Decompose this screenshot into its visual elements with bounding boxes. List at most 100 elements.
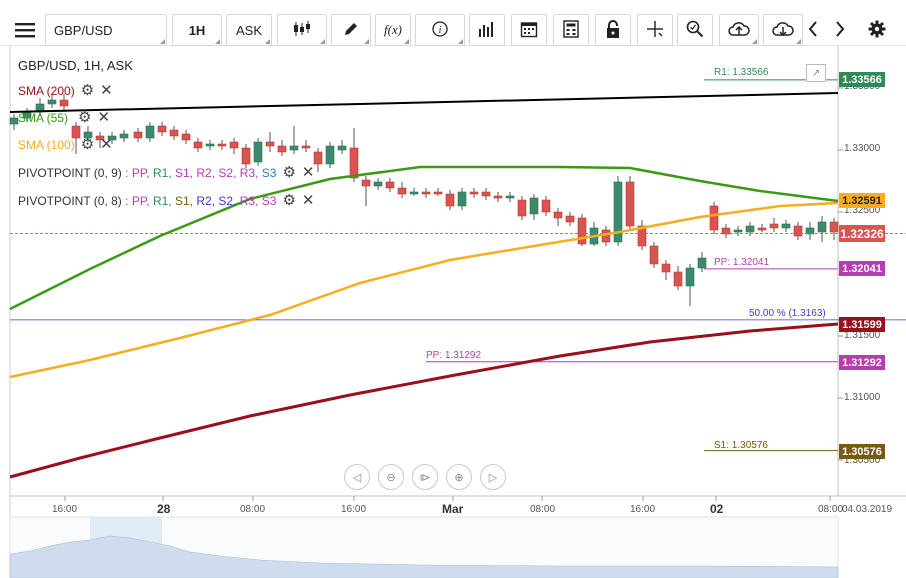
- calculator-icon: [563, 19, 579, 41]
- price-tick: 1.30500: [844, 455, 881, 466]
- candle-down: [793, 225, 803, 237]
- calendar-button[interactable]: [511, 14, 547, 46]
- close-icon[interactable]: ✕: [301, 192, 315, 209]
- price-tag-r1: 1.33566: [839, 72, 885, 87]
- price-tag-sma100: 1.32591: [839, 193, 885, 208]
- pivot-2-pp: PP,: [131, 194, 150, 208]
- symbol-selector[interactable]: GBP/USD: [45, 14, 167, 46]
- price-type-selector[interactable]: ASK: [226, 14, 272, 46]
- pivot-2-r1: R1,: [152, 194, 172, 208]
- candle-down: [565, 215, 575, 223]
- legend-sma100: SMA (100) ⚙ ✕: [18, 136, 113, 153]
- candle-down: [349, 147, 359, 179]
- pivot-1-s2: S2,: [218, 166, 237, 180]
- calendar-icon: [520, 20, 538, 41]
- zoom-in-control[interactable]: ⊕: [446, 464, 472, 490]
- chart-canvas[interactable]: [0, 46, 906, 578]
- candle-up: [9, 117, 19, 125]
- price-tag-sma200: 1.31599: [839, 317, 885, 332]
- candle-down: [517, 199, 527, 217]
- candle-down: [601, 229, 611, 243]
- zoom-out-control[interactable]: ⊖: [378, 464, 404, 490]
- time-tick: 16:00: [341, 504, 367, 515]
- legend-pivot-2-separator: :: [121, 194, 132, 208]
- candle-down: [361, 179, 371, 187]
- legend-sma55: SMA (55) ⚙ ✕: [18, 109, 111, 126]
- pivot-2-r2: R2,: [196, 194, 216, 208]
- candle-up: [47, 99, 57, 105]
- candle-down: [301, 145, 311, 149]
- legend-sma55-label: SMA (55): [18, 111, 69, 125]
- candle-up: [457, 191, 467, 207]
- candle-down: [445, 193, 455, 207]
- close-icon[interactable]: ✕: [100, 136, 113, 153]
- scroll-right-button[interactable]: [830, 14, 850, 46]
- download-button[interactable]: [763, 14, 803, 46]
- candle-down: [95, 135, 105, 141]
- scroll-left-control[interactable]: ◁: [344, 464, 370, 490]
- expand-icon[interactable]: ↗: [806, 64, 826, 82]
- price-chart[interactable]: ↗ GBP/USD, 1H, ASK SMA (200) ⚙ ✕ SMA (55…: [0, 46, 906, 578]
- navigator-series: [9, 535, 839, 578]
- candle-up: [805, 227, 815, 235]
- pivot-1-r3: R3,: [239, 166, 259, 180]
- candle-down: [217, 143, 227, 147]
- price-tick: 1.32500: [844, 205, 881, 216]
- gear-icon[interactable]: ⚙: [282, 164, 296, 181]
- zoom-icon: [686, 20, 704, 41]
- indicators-button[interactable]: f(x): [375, 14, 411, 46]
- legend-pivot-2-label: PIVOTPOINT (0, 8): [18, 194, 122, 208]
- close-icon[interactable]: ✕: [301, 164, 315, 181]
- gear-icon[interactable]: ⚙: [282, 192, 296, 209]
- candle-down: [169, 129, 179, 137]
- info-button[interactable]: i: [415, 14, 465, 46]
- candle-down: [59, 99, 69, 107]
- reset-zoom-control[interactable]: ⧐: [412, 464, 438, 490]
- draw-tool-button[interactable]: [331, 14, 371, 46]
- zoom-button[interactable]: [677, 14, 713, 46]
- lock-button[interactable]: [595, 14, 631, 46]
- timeframe-selector[interactable]: 1H: [172, 14, 222, 46]
- candle-down: [649, 245, 659, 265]
- chart-type-button[interactable]: [277, 14, 327, 46]
- candle-down: [193, 141, 203, 149]
- candle-up: [817, 221, 827, 233]
- close-icon[interactable]: ✕: [97, 109, 111, 126]
- pivot-1-pp: PP,: [131, 166, 150, 180]
- gear-icon: [868, 20, 886, 41]
- close-icon[interactable]: ✕: [100, 82, 113, 99]
- hamburger-icon[interactable]: [10, 14, 40, 46]
- sma200-line: [9, 322, 839, 479]
- calculator-button[interactable]: [553, 14, 589, 46]
- r1-level-label: R1: 1.33566: [714, 67, 769, 78]
- candle-down: [133, 131, 143, 139]
- pivot-2-s1: S1,: [175, 194, 194, 208]
- volume-button[interactable]: [469, 14, 505, 46]
- candle-up: [253, 141, 263, 163]
- gear-icon[interactable]: ⚙: [78, 109, 92, 126]
- candle-down: [673, 271, 683, 287]
- pivot-2-s3: S3: [261, 194, 277, 208]
- candle-down: [541, 199, 551, 213]
- legend-pivot-1-label: PIVOTPOINT (0, 9): [18, 166, 122, 180]
- gear-icon[interactable]: ⚙: [80, 136, 95, 153]
- crosshair-button[interactable]: [637, 14, 673, 46]
- sma100-line: [9, 201, 839, 379]
- candlestick-type-icon: [293, 20, 311, 40]
- scroll-left-button[interactable]: [803, 14, 823, 46]
- candle-down: [661, 263, 671, 273]
- price-type-label: ASK: [235, 22, 262, 38]
- time-tick: 08:00: [240, 504, 266, 515]
- cloud-upload-icon: [728, 20, 750, 41]
- candle-down: [71, 125, 81, 139]
- scroll-right-control[interactable]: ▷: [480, 464, 506, 490]
- lock-icon: [606, 19, 620, 41]
- cloud-download-icon: [772, 20, 794, 41]
- gear-icon[interactable]: ⚙: [80, 82, 95, 99]
- chart-title: GBP/USD, 1H, ASK: [18, 58, 133, 73]
- upload-button[interactable]: [719, 14, 759, 46]
- candle-down: [637, 225, 647, 247]
- reset-zoom-icon: ⧐: [419, 471, 431, 484]
- settings-button[interactable]: [865, 14, 889, 46]
- trend-line: [9, 92, 839, 113]
